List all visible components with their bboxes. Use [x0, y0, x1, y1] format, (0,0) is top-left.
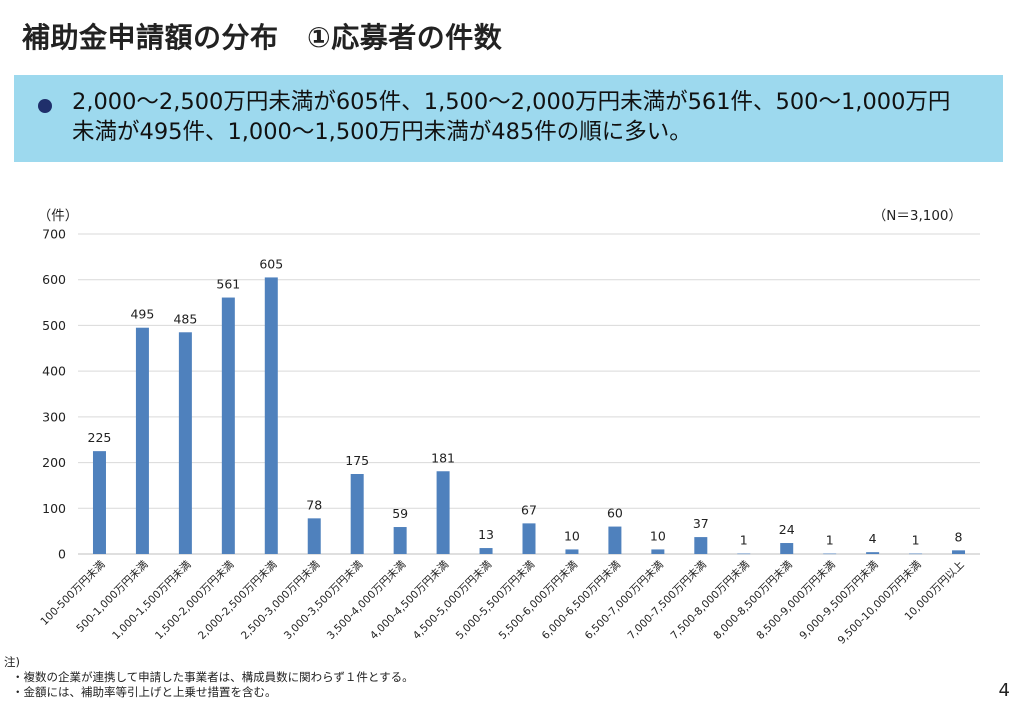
- bar: [866, 552, 880, 554]
- x-tick-label: 1,500-2,000万円未満: [153, 558, 237, 642]
- data-label: 1: [912, 533, 920, 548]
- chart-x-ticks: 100-500万円未満500-1,000万円未満1,000-1,500万円未満1…: [38, 558, 966, 646]
- bar: [221, 297, 235, 554]
- bar: [651, 549, 665, 554]
- bar: [737, 553, 751, 555]
- x-tick-label: 7,000-7,500万円未満: [626, 558, 710, 642]
- bar: [780, 543, 794, 554]
- x-tick-label: 4,500-5,000万円未満: [411, 558, 495, 642]
- bar: [909, 553, 923, 555]
- data-label: 24: [779, 522, 795, 537]
- bar-chart: 0 100 200 300 400 500 600 700 225 495 485 561 605 78…: [38, 208, 980, 647]
- bar: [608, 526, 622, 554]
- x-tick-label: 5,500-6,000万円未満: [497, 558, 581, 642]
- data-label: 181: [431, 450, 455, 465]
- data-label: 37: [693, 516, 709, 531]
- data-label: 10: [650, 528, 666, 543]
- data-label: 13: [478, 527, 494, 542]
- x-tick-label: 5,000-5,500万円未満: [454, 558, 538, 642]
- data-label: 59: [392, 506, 408, 521]
- bar: [694, 537, 708, 554]
- y-axis-label: （件）: [38, 208, 79, 224]
- data-label: 4: [869, 531, 877, 546]
- page-title: 補助金申請額の分布 ①応募者の件数: [22, 21, 503, 54]
- x-tick-label: 3,000-3,500万円未満: [282, 558, 366, 642]
- data-label: 495: [130, 307, 154, 322]
- x-tick-label: 6,000-6,500万円未満: [540, 558, 624, 642]
- x-tick-label: 2,500-3,000万円未満: [239, 558, 323, 642]
- x-tick-label: 1,000-1,500万円未満: [110, 558, 194, 642]
- x-tick-label: 3,500-4,000万円未満: [325, 558, 409, 642]
- y-tick-label: 400: [42, 364, 66, 379]
- note-item: ・複数の企業が連携して申請した事業者は、構成員数に関わらず１件とする。: [12, 670, 414, 684]
- bar: [522, 523, 536, 554]
- x-tick-label: 500-1,000万円未満: [74, 558, 151, 635]
- y-tick-label: 200: [42, 455, 66, 470]
- page-number: 4: [998, 680, 1010, 701]
- sample-size-label: （N＝3,100）: [873, 208, 962, 224]
- data-label: 60: [607, 506, 623, 521]
- x-tick-label: 2,000-2,500万円未満: [196, 558, 280, 642]
- x-tick-label: 4,000-4,500万円未満: [368, 558, 452, 642]
- data-label: 175: [345, 453, 369, 468]
- data-label: 485: [173, 311, 197, 326]
- bar: [823, 553, 837, 555]
- note-item: ・金額には、補助率等引上げと上乗せ措置を含む。: [12, 685, 277, 699]
- y-tick-label: 500: [42, 318, 66, 333]
- bar: [393, 527, 407, 554]
- summary-box: 2,000～2,500万円未満が605件、1,500～2,000万円未満が561…: [14, 75, 1003, 162]
- data-label: 8: [955, 529, 963, 544]
- bar: [264, 277, 278, 554]
- data-label: 561: [216, 277, 240, 292]
- chart-bars: [92, 277, 966, 555]
- y-tick-label: 0: [58, 547, 66, 562]
- bar: [135, 327, 149, 554]
- y-tick-label: 600: [42, 272, 66, 287]
- bar: [952, 550, 966, 554]
- notes-heading: 注): [4, 655, 20, 669]
- x-tick-label: 8,500-9,000万円未満: [754, 558, 838, 642]
- summary-text: 2,000～2,500万円未満が605件、1,500～2,000万円未満が561…: [72, 89, 951, 145]
- bar: [307, 518, 321, 554]
- y-tick-label: 700: [42, 227, 66, 242]
- data-label: 1: [826, 533, 834, 548]
- bar: [178, 332, 192, 554]
- x-tick-label: 6,500-7,000万円未満: [583, 558, 667, 642]
- bar: [92, 451, 106, 554]
- data-label: 10: [564, 528, 580, 543]
- bar: [479, 548, 493, 554]
- notes: 注) ・複数の企業が連携して申請した事業者は、構成員数に関わらず１件とする。 ・…: [4, 655, 414, 700]
- bar: [565, 549, 579, 554]
- x-tick-label: 8,000-8,500万円未満: [711, 558, 795, 642]
- data-label: 67: [521, 502, 537, 517]
- x-tick-label: 7,500-8,000万円未満: [668, 558, 752, 642]
- bullet-icon: [38, 99, 52, 113]
- x-tick-label: 9,000-9,500万円未満: [797, 558, 881, 642]
- y-tick-label: 100: [42, 501, 66, 516]
- chart-y-ticks: 0 100 200 300 400 500 600 700: [42, 227, 66, 562]
- y-tick-label: 300: [42, 409, 66, 424]
- bar: [350, 474, 364, 554]
- x-tick-label: 9,500-10,000万円未満: [836, 558, 924, 646]
- data-label: 78: [306, 497, 322, 512]
- data-label: 225: [88, 430, 112, 445]
- data-label: 605: [259, 256, 283, 271]
- data-label: 1: [740, 533, 748, 548]
- bar: [436, 471, 450, 554]
